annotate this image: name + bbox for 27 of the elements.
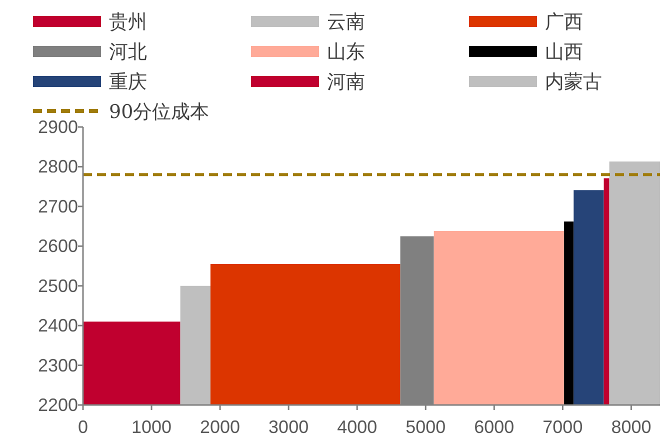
legend-label: 山东 — [327, 41, 365, 63]
x-tick-label: 4000 — [337, 417, 378, 437]
y-tick-label: 2300 — [38, 355, 78, 376]
legend-label: 重庆 — [109, 71, 147, 93]
legend-label: 云南 — [327, 11, 365, 33]
y-tick-label: 2200 — [38, 395, 78, 415]
x-tick-label: 0 — [78, 417, 88, 437]
legend-label: 贵州 — [109, 11, 147, 33]
y-tick-label: 2700 — [38, 196, 78, 216]
legend-label: 河北 — [109, 41, 147, 63]
x-tick-label: 5000 — [406, 417, 446, 437]
legend-label: 90分位成本 — [109, 101, 210, 123]
x-tick-label: 7000 — [542, 417, 583, 437]
legend-label: 河南 — [327, 71, 365, 93]
x-tick-label: 3000 — [268, 417, 309, 437]
y-tick-label: 2600 — [38, 236, 78, 256]
x-tick-label: 6000 — [474, 417, 514, 437]
x-tick-label: 1000 — [132, 417, 172, 437]
x-tick-label: 8000 — [611, 417, 652, 437]
x-tick-label: 2000 — [200, 417, 240, 437]
legend-label: 山西 — [545, 41, 583, 63]
y-tick-label: 2900 — [38, 117, 78, 137]
legend-label: 广西 — [545, 11, 583, 33]
y-tick-label: 2500 — [38, 276, 78, 296]
legend-label: 内蒙古 — [545, 71, 602, 93]
y-tick-label: 2400 — [38, 316, 78, 336]
y-tick-label: 2800 — [38, 156, 78, 177]
